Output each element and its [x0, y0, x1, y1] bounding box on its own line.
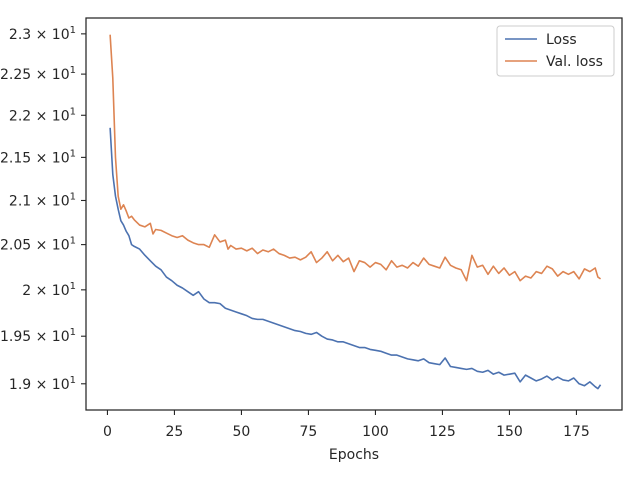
y-tick-label: 2 × 101 — [22, 281, 76, 299]
series-line-val-loss — [109, 34, 602, 282]
y-tick-label: 2.05 × 101 — [0, 236, 76, 254]
y-tick-label: 2.1 × 101 — [9, 191, 76, 209]
series-line-loss — [109, 127, 602, 390]
x-tick-label: 100 — [362, 424, 389, 440]
x-axis-title: Epochs — [329, 447, 379, 463]
legend: Loss Val. loss — [496, 25, 615, 77]
x-tick-label: 175 — [563, 424, 590, 440]
legend-label: Val. loss — [546, 54, 603, 70]
y-tick-label: 2.3 × 101 — [9, 25, 76, 43]
x-tick-label: 125 — [429, 424, 456, 440]
axes-frame — [85, 17, 623, 411]
x-tick-label: 150 — [496, 424, 523, 440]
y-tick-label: 1.95 × 101 — [0, 327, 76, 345]
y-tick-label: 2.2 × 101 — [9, 106, 76, 124]
x-tick-label: 25 — [166, 424, 184, 440]
plot-area — [85, 17, 623, 411]
y-tick-label: 2.25 × 101 — [0, 65, 76, 83]
y-tick-label: 2.15 × 101 — [0, 148, 76, 166]
series-lines — [109, 34, 602, 390]
legend-label: Loss — [546, 32, 577, 48]
x-tick-label: 50 — [233, 424, 251, 440]
x-tick-label: 75 — [300, 424, 318, 440]
x-tick-label: 0 — [103, 424, 112, 440]
y-axis: 1.9 × 101 1.95 × 101 2 × 101 2.05 × 101 2.1 … — [0, 25, 86, 393]
y-tick-label: 1.9 × 101 — [9, 375, 76, 393]
x-axis: 0 25 50 75 100 125 150 175 — [103, 410, 590, 440]
